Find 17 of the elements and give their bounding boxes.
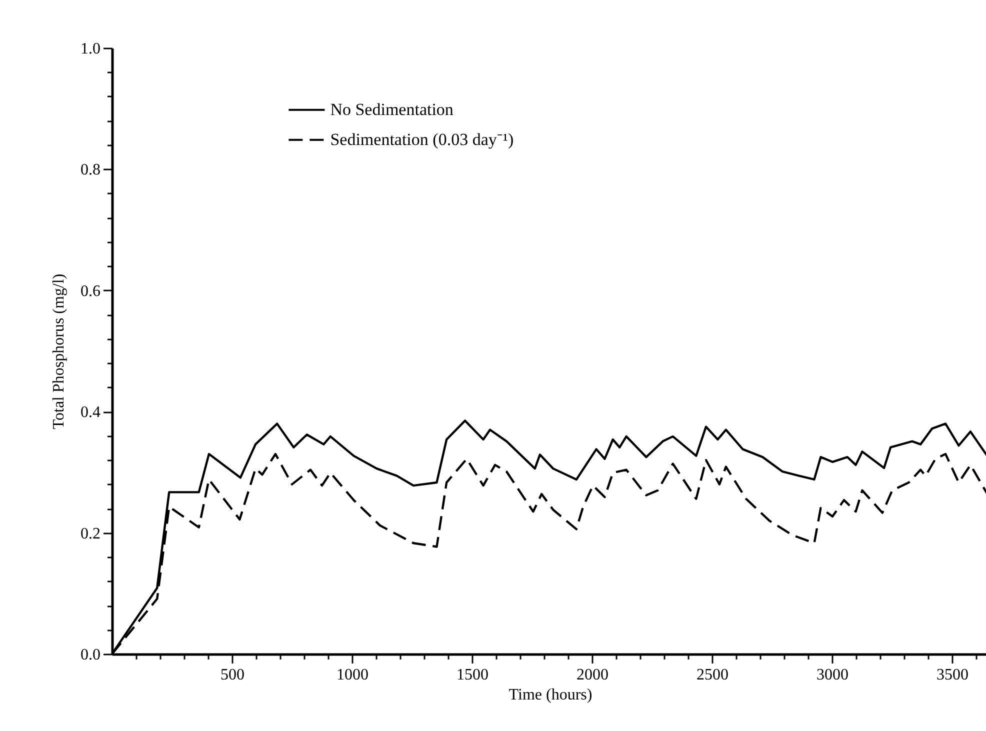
y-tick-label: 0.0: [80, 646, 100, 664]
x-tick-label: 3500: [936, 666, 968, 684]
y-tick-label: 0.4: [80, 404, 100, 422]
x-tick-label: 3000: [816, 666, 848, 684]
y-axis-title: Total Phosphorus (mg/l): [50, 274, 68, 430]
x-tick-label: 1000: [336, 666, 368, 684]
x-tick-label: 2000: [576, 666, 608, 684]
x-tick-label: 2500: [696, 666, 728, 684]
x-axis-title: Time (hours): [508, 686, 592, 704]
x-tick-label: 1500: [456, 666, 488, 684]
y-tick-label: 0.6: [80, 282, 100, 300]
legend-label: No Sedimentation: [330, 100, 454, 119]
y-tick-label: 0.2: [80, 525, 100, 542]
y-tick-label: 1.0: [80, 40, 100, 58]
legend-label: Sedimentation (0.03 day⁻¹): [330, 130, 514, 149]
x-tick-label: 500: [220, 666, 244, 684]
y-tick-label: 0.8: [80, 162, 100, 179]
